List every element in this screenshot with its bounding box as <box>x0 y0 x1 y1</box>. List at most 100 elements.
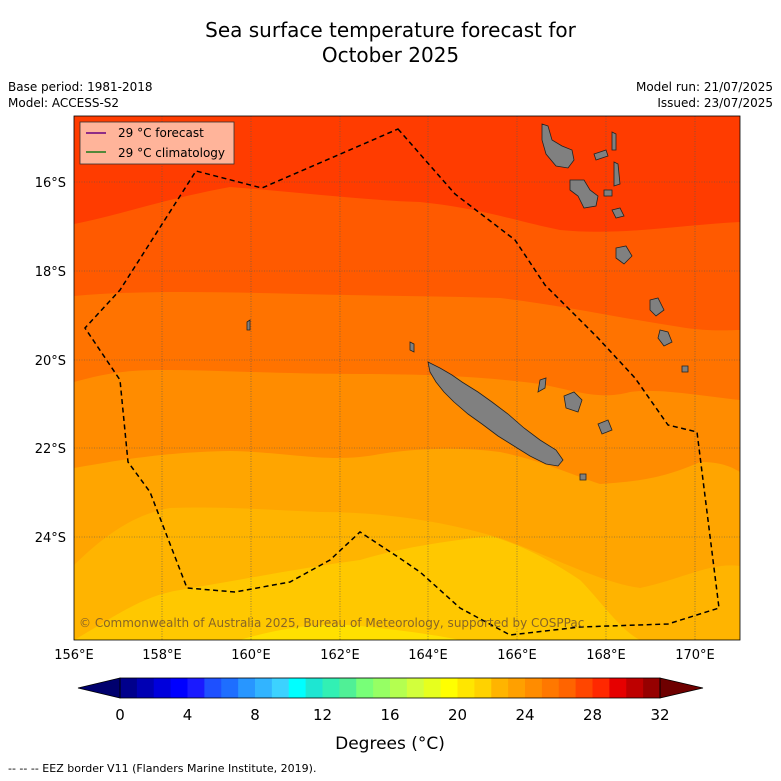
land-vanuatu <box>541 123 689 373</box>
map-legend: 29 °C forecast 29 °C climatology <box>79 121 235 165</box>
eez-source-note: -- -- -- EEZ border V11 (Flanders Marine… <box>8 762 317 775</box>
colorbar-frame <box>119 677 661 699</box>
colorbar-cell <box>626 678 644 698</box>
colorbar-cell <box>491 678 509 698</box>
colorbar-cell <box>238 678 256 698</box>
lat-label: 16°S <box>35 176 66 191</box>
colorbar-cell <box>373 678 391 698</box>
colorbar-cell <box>508 678 526 698</box>
colorbar-tick: 24 <box>515 706 534 724</box>
meta-left: Base period: 1981-2018 Model: ACCESS-S2 <box>8 79 153 111</box>
tanna-island <box>657 329 673 347</box>
colorbar-cell <box>575 678 593 698</box>
colorbar-cell <box>271 678 290 698</box>
lon-label: 158°E <box>142 648 182 663</box>
colorbar-over-arrow <box>659 677 704 699</box>
legend-forecast-label: 29 °C forecast <box>118 126 204 140</box>
lat-label: 20°S <box>35 354 66 369</box>
maewo-island <box>611 131 617 151</box>
chesterfield-islet <box>246 319 251 331</box>
model-name: Model: ACCESS-S2 <box>8 96 120 110</box>
ambrym-island <box>603 189 613 197</box>
colorbar-cell <box>525 678 543 698</box>
colorbar-cell <box>423 678 442 698</box>
colorbar-cell <box>440 678 458 698</box>
colorbar-cell <box>153 678 172 698</box>
sst-band-21-22 <box>240 624 460 640</box>
isle-of-pines <box>579 473 587 481</box>
colorbar-cell <box>204 678 222 698</box>
land-new-caledonia <box>246 319 613 481</box>
colorbar-cell <box>356 678 374 698</box>
colorbar-cell <box>541 678 560 698</box>
colorbar-cell <box>136 678 155 698</box>
issued-date: Issued: 23/07/2025 <box>657 96 773 110</box>
lon-label: 160°E <box>231 648 271 663</box>
gridlines <box>74 116 740 640</box>
eez-border <box>84 128 720 636</box>
malekula-island <box>569 179 599 209</box>
legend-box <box>79 121 235 165</box>
colorbar-tick: 8 <box>250 706 260 724</box>
ambae-island <box>593 149 609 161</box>
colorbar-tick: 32 <box>650 706 669 724</box>
sst-band-22-23 <box>74 536 640 640</box>
loyalty-island-lifou <box>563 391 583 413</box>
lat-label: 24°S <box>35 531 66 546</box>
colorbar-cell <box>305 678 323 698</box>
epi-island <box>611 207 625 219</box>
belep-islands <box>409 341 415 353</box>
lon-label: 162°E <box>320 648 360 663</box>
lat-label: 18°S <box>35 265 66 280</box>
title-line-1: Sea surface temperature forecast for <box>205 18 576 42</box>
colorbar-cells <box>120 678 661 698</box>
colorbar-tick: 20 <box>448 706 467 724</box>
model-run: Model run: 21/07/2025 <box>635 80 773 94</box>
efate-island <box>615 245 633 265</box>
colorbar-cell <box>255 678 273 698</box>
grande-terre-island <box>427 361 564 467</box>
legend-climatology-label: 29 °C climatology <box>118 146 225 160</box>
meta-right: Model run: 21/07/2025 Issued: 23/07/2025 <box>636 79 773 111</box>
title-line-2: October 2025 <box>321 43 460 67</box>
lon-label: 168°E <box>586 648 626 663</box>
loyalty-island-mare <box>597 419 613 435</box>
colorbar-cell <box>187 678 205 698</box>
colorbar-cell <box>120 678 138 698</box>
espiritu-santo-island <box>541 123 575 169</box>
colorbar-tick: 0 <box>115 706 125 724</box>
chart-title: Sea surface temperature forecast for Oct… <box>0 18 781 68</box>
colorbar-cell <box>221 678 239 698</box>
lon-axis: 156°E 158°E 160°E 162°E 164°E 166°E 168°… <box>54 648 715 663</box>
colorbar-cell <box>322 678 340 698</box>
map-frame <box>73 115 741 641</box>
colorbar-ticks: 0 4 8 12 16 20 24 28 32 <box>115 706 669 724</box>
lon-label: 170°E <box>675 648 715 663</box>
colorbar-cell <box>592 678 610 698</box>
colorbar-cell <box>170 678 188 698</box>
pentecost-island <box>613 161 621 187</box>
colorbar-tick: 4 <box>183 706 193 724</box>
colorbar-cell <box>406 678 425 698</box>
colorbar-cell <box>288 678 307 698</box>
colorbar-under-arrow <box>77 677 121 699</box>
colorbar-cell <box>339 678 357 698</box>
lon-label: 156°E <box>54 648 94 663</box>
colorbar-cell <box>390 678 408 698</box>
base-period: Base period: 1981-2018 <box>8 80 153 94</box>
lat-label: 22°S <box>35 442 66 457</box>
loyalty-island-ouvea <box>537 377 547 393</box>
colorbar-cell <box>609 678 627 698</box>
colorbar-label: Degrees (°C) <box>335 734 445 754</box>
colorbar-cell <box>457 678 475 698</box>
colorbar-tick: 28 <box>583 706 602 724</box>
colorbar-tick: 12 <box>313 706 332 724</box>
colorbar: 0 4 8 12 16 20 24 28 32 Degrees (°C) <box>77 677 704 754</box>
aneityum-island <box>681 365 689 373</box>
colorbar-cell <box>558 678 577 698</box>
copyright-notice: © Commonwealth of Australia 2025, Bureau… <box>79 616 584 630</box>
colorbar-tick: 16 <box>380 706 399 724</box>
lat-axis: 16°S 18°S 20°S 22°S 24°S <box>35 176 66 546</box>
colorbar-cell <box>643 678 661 698</box>
